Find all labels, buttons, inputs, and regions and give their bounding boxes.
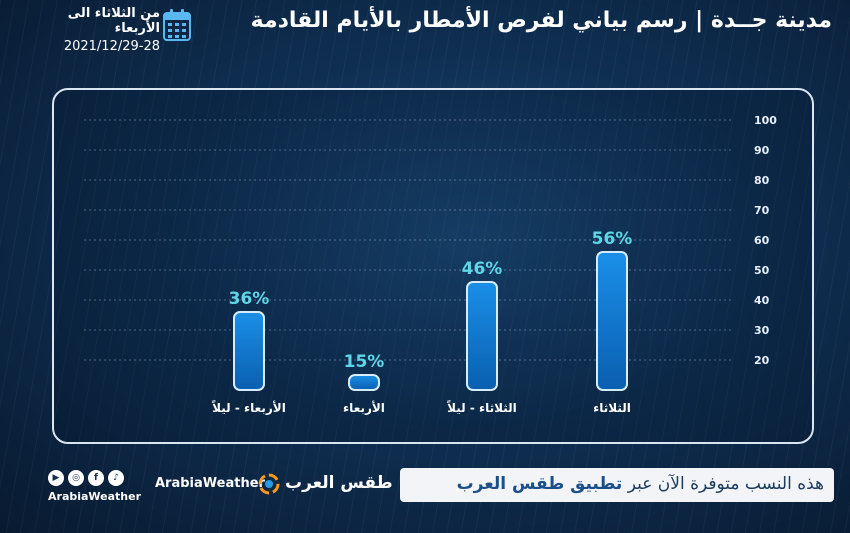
brand-logo: ArabiaWeather طقس العرب <box>155 473 393 493</box>
instagram-icon[interactable]: ◎ <box>68 470 84 486</box>
category-label: الأربعاء <box>343 400 385 415</box>
bar-value-label: 15% <box>344 352 385 372</box>
y-tick-label: 90 <box>754 144 770 157</box>
brand-ar: طقس العرب <box>285 473 393 493</box>
rain-chance-chart: 20 30 40 50 60 70 80 90 100 56% الثلاثاء 46% الثلاثا… <box>84 114 777 415</box>
social-handle: ArabiaWeather <box>48 490 142 503</box>
y-tick-label: 80 <box>754 174 770 187</box>
bar <box>348 374 380 391</box>
tiktok-icon[interactable]: ♪ <box>108 470 124 486</box>
header: مدينة جــدة | رسم بياني لفرص الأمطار بال… <box>0 0 850 54</box>
y-tick-label: 100 <box>754 114 777 127</box>
footer-banner: هذه النسب متوفرة الآن عبر تطبيق طقس العر… <box>400 468 834 502</box>
bar-value-label: 56% <box>592 229 633 249</box>
date-value: 2021/12/29-28 <box>63 39 160 54</box>
category-label: الأربعاء - ليلاً <box>212 400 286 415</box>
bar <box>466 281 498 391</box>
facebook-icon[interactable]: f <box>88 470 104 486</box>
social-icons: ▶ ◎ f ♪ <box>48 470 124 486</box>
chart-frame: 20 30 40 50 60 70 80 90 100 56% الثلاثاء 46% الثلاثا… <box>52 88 814 444</box>
bar-value-label: 36% <box>229 289 270 309</box>
y-tick-label: 30 <box>754 324 770 337</box>
youtube-icon[interactable]: ▶ <box>48 470 64 486</box>
y-tick-label: 40 <box>754 294 770 307</box>
footer-text: هذه النسب متوفرة الآن عبر تطبيق طقس العر… <box>457 474 824 494</box>
bar-value-label: 46% <box>462 259 503 279</box>
date-range: من الثلاثاء الى الأربعاء <box>67 6 160 36</box>
bar <box>233 311 265 391</box>
brand-en: ArabiaWeather <box>155 476 265 491</box>
date-block: من الثلاثاء الى الأربعاء 2021/12/29-28 <box>30 6 160 54</box>
footer-highlight: تطبيق طقس العرب <box>456 474 623 494</box>
arabiaweather-logo-icon <box>258 473 280 495</box>
calendar-icon <box>163 9 191 41</box>
y-tick-label: 50 <box>754 264 770 277</box>
category-label: الثلاثاء <box>593 401 631 415</box>
bar <box>596 251 628 391</box>
category-label: الثلاثاء - ليلاً <box>447 400 517 415</box>
page-title: مدينة جــدة | رسم بياني لفرص الأمطار بال… <box>250 8 832 33</box>
y-tick-label: 20 <box>754 354 770 367</box>
y-tick-label: 60 <box>754 234 770 247</box>
footer-prefix: هذه النسب متوفرة الآن عبر <box>622 474 824 494</box>
y-tick-label: 70 <box>754 204 770 217</box>
